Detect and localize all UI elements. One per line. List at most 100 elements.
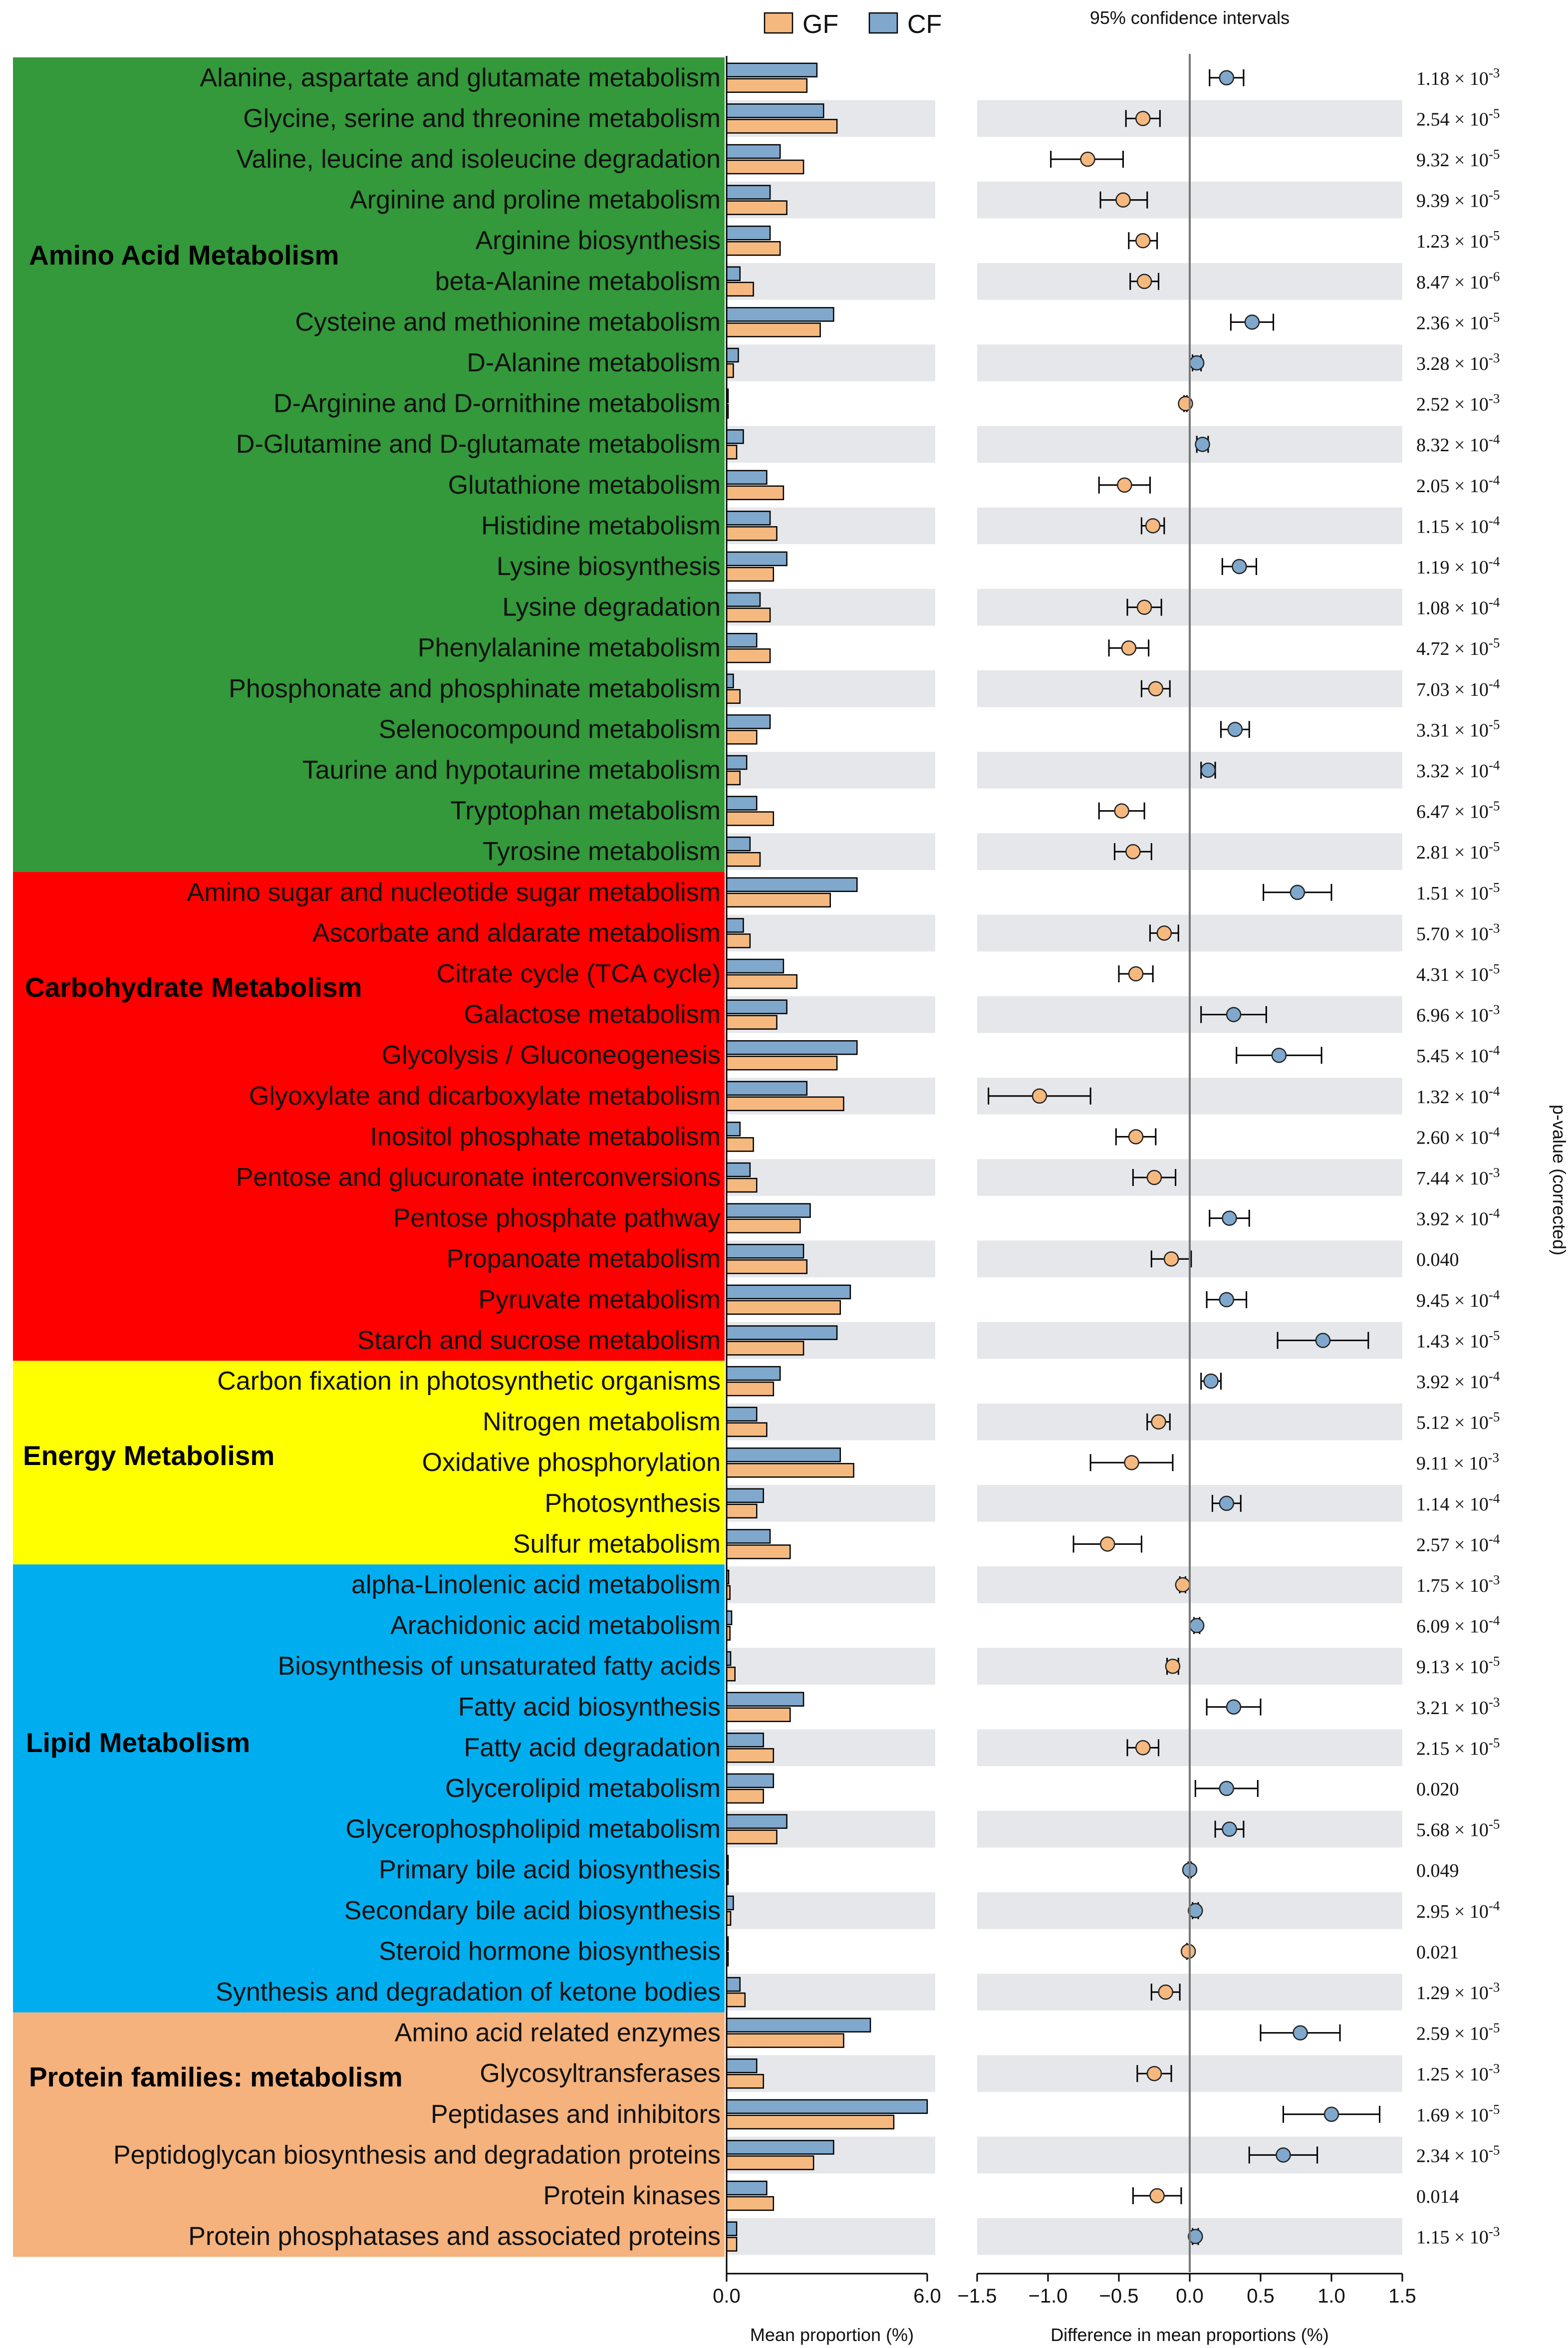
p-value-selenocompound-metabolism: 3.31 × 10-5 (1416, 717, 1500, 741)
bar-cf-nitrogen-metabolism (726, 1407, 758, 1422)
bar-cf-selenocompound-metabolism (726, 714, 771, 729)
ci-point-biosynthesis-of-unsaturated-fatty-acids (1165, 1658, 1181, 1674)
p-value-protein-kinases: 0.014 (1416, 2186, 1459, 2207)
p-value-exponent: -5 (1489, 2102, 1500, 2117)
row-shade-left (727, 670, 935, 707)
bar-gf-pyruvate-metabolism (726, 1300, 841, 1315)
pathway-label-galactose-metabolism: Galactose metabolism (464, 1000, 721, 1029)
ci-point-valine-leucine-and-isoleucine-degradation (1080, 151, 1095, 167)
group-label-protein-families-metabolism: Protein families: metabolism (29, 2061, 403, 2092)
p-value-secondary-bile-acid-biosynthesis: 2.95 × 10-4 (1416, 1898, 1500, 1922)
row-shade-left (727, 1566, 935, 1603)
bar-gf-peptidoglycan-biosynthesis-and-degradation-proteins (726, 2155, 814, 2170)
p-value-exponent: -4 (1489, 1206, 1500, 1221)
bar-cf-alanine-aspartate-and-glutamate-metabolism (726, 62, 818, 78)
pathway-label-glutathione-metabolism: Glutathione metabolism (448, 471, 721, 500)
pathway-label-protein-phosphatases-and-associated-proteins: Protein phosphatases and associated prot… (188, 2222, 721, 2251)
pathway-label-photosynthesis: Photosynthesis (544, 1489, 721, 1518)
bar-gf-pentose-and-glucuronate-interconversions (726, 1177, 758, 1193)
p-value-pentose-and-glucuronate-interconversions: 7.44 × 10-3 (1416, 1165, 1500, 1189)
bar-gf-lysine-degradation (726, 607, 771, 622)
bar-gf-protein-kinases (726, 2196, 775, 2211)
bar-gf-biosynthesis-of-unsaturated-fatty-acids (726, 1666, 736, 1682)
bar-gf-glycine-serine-and-threonine-metabolism (726, 119, 838, 134)
legend-swatch-cf (868, 12, 898, 34)
p-value-amino-acid-related-enzymes: 2.59 × 10-5 (1416, 2021, 1500, 2045)
pathway-label-nitrogen-metabolism: Nitrogen metabolism (483, 1408, 721, 1437)
bar-gf-glycosyltransferases (726, 2073, 764, 2089)
bar-cf-synthesis-and-degradation-of-ketone-bodies (726, 1977, 741, 1992)
bar-cf-arginine-biosynthesis (726, 225, 771, 241)
ci-point-lysine-biosynthesis (1232, 559, 1247, 575)
p-value-exponent: -3 (1489, 920, 1500, 935)
ci-point-glycerophospholipid-metabolism (1222, 1821, 1237, 1837)
pvalue-axis-label: p-value (corrected) (1549, 1105, 1568, 1255)
ci-point-citrate-cycle-tca-cycle (1128, 966, 1144, 982)
group-label-energy-metabolism: Energy Metabolism (23, 1440, 274, 1471)
pathway-label-fatty-acid-degradation: Fatty acid degradation (464, 1733, 721, 1762)
pathway-label-pentose-phosphate-pathway: Pentose phosphate pathway (393, 1204, 721, 1233)
pathway-label-phosphonate-and-phosphinate-metabolism: Phosphonate and phosphinate metabolism (229, 674, 721, 703)
p-value-ascorbate-and-aldarate-metabolism: 5.70 × 10-3 (1416, 920, 1500, 944)
p-value-exponent: -6 (1489, 269, 1500, 284)
pathway-label-pentose-and-glucuronate-interconversions: Pentose and glucuronate interconversions (236, 1163, 721, 1192)
bar-gf-phosphonate-and-phosphinate-metabolism (726, 689, 741, 704)
p-value-glycolysis-gluconeogenesis: 5.45 × 10-4 (1416, 1043, 1500, 1067)
row-shading (727, 100, 1402, 2255)
p-value-steroid-hormone-biosynthesis: 0.021 (1416, 1942, 1459, 1963)
bar-cf-d-alanine-metabolism (726, 347, 739, 363)
bar-cf-tryptophan-metabolism (726, 796, 758, 811)
p-value-exponent: -5 (1489, 1410, 1500, 1425)
p-value-arginine-biosynthesis: 1.23 × 10-5 (1416, 228, 1500, 252)
p-value-exponent: -5 (1489, 799, 1500, 814)
bar-gf-cysteine-and-methionine-metabolism (726, 322, 821, 337)
bar-cf-glycosyltransferases (726, 2058, 758, 2073)
p-value-exponent: -5 (1489, 880, 1500, 895)
p-value-carbon-fixation-in-photosynthetic-organisms: 3.92 × 10-4 (1416, 1369, 1500, 1393)
p-value-exponent: -5 (1489, 635, 1500, 650)
ci-point-peptidoglycan-biosynthesis-and-degradation-proteins (1276, 2147, 1291, 2163)
pathway-label-secondary-bile-acid-biosynthesis: Secondary bile acid biosynthesis (344, 1896, 721, 1925)
right-tick-label: −1.0 (1029, 2285, 1068, 2307)
pathway-label-amino-acid-related-enzymes: Amino acid related enzymes (395, 2019, 721, 2048)
bar-cf-protein-phosphatases-and-associated-proteins (726, 2221, 738, 2236)
bar-gf-lysine-biosynthesis (726, 567, 775, 582)
ci-point-phenylalanine-metabolism (1121, 640, 1137, 656)
p-value-exponent: -3 (1489, 1980, 1500, 1995)
bar-cf-ascorbate-and-aldarate-metabolism (726, 918, 744, 933)
legend-label-gf: GF (802, 10, 838, 39)
pathway-label-arginine-and-proline-metabolism: Arginine and proline metabolism (350, 186, 721, 215)
pathway-label-propanoate-metabolism: Propanoate metabolism (447, 1244, 721, 1273)
p-value-exponent: -4 (1489, 1084, 1500, 1099)
bar-cf-pentose-phosphate-pathway (726, 1203, 811, 1218)
pathway-label-primary-bile-acid-biosynthesis: Primary bile acid biosynthesis (379, 1855, 721, 1884)
p-value-exponent: -5 (1489, 2142, 1500, 2157)
confidence-intervals (988, 69, 1381, 2245)
bar-gf-glycerolipid-metabolism (726, 1788, 764, 1804)
pathway-label-pyruvate-metabolism: Pyruvate metabolism (478, 1285, 721, 1314)
p-value-exponent: -4 (1489, 1613, 1500, 1628)
bar-gf-taurine-and-hypotaurine-metabolism (726, 770, 741, 786)
group-label-carbohydrate-metabolism: Carbohydrate Metabolism (25, 972, 362, 1003)
pathway-label-d-alanine-metabolism: D-Alanine metabolism (467, 348, 721, 377)
bar-cf-galactose-metabolism (726, 999, 787, 1014)
p-value-exponent: -4 (1489, 1369, 1500, 1384)
right-tick-label: 1.5 (1388, 2285, 1416, 2307)
bar-gf-beta-alanine-metabolism (726, 282, 754, 297)
p-value-pyruvate-metabolism: 9.45 × 10-4 (1416, 1287, 1500, 1311)
p-value-glyoxylate-and-dicarboxylate-metabolism: 1.32 × 10-4 (1416, 1084, 1500, 1108)
ci-point-pentose-phosphate-pathway (1222, 1210, 1237, 1226)
right-tick-label: 0.5 (1247, 2285, 1275, 2307)
ci-point-d-alanine-metabolism (1189, 355, 1205, 371)
pathway-label-glycolysis-gluconeogenesis: Glycolysis / Gluconeogenesis (382, 1041, 721, 1070)
bar-cf-histidine-metabolism (726, 511, 771, 526)
bar-cf-amino-sugar-and-nucleotide-sugar-metabolism (726, 877, 858, 892)
p-value-pentose-phosphate-pathway: 3.92 × 10-4 (1416, 1206, 1500, 1230)
p-value-lysine-degradation: 1.08 × 10-4 (1416, 595, 1500, 619)
group-panel-protein-families-metabolism (13, 2012, 725, 2257)
bar-gf-fatty-acid-biosynthesis (726, 1707, 791, 1723)
pathway-label-protein-kinases: Protein kinases (543, 2181, 721, 2210)
bar-cf-lysine-biosynthesis (726, 551, 787, 567)
pathway-label-glycine-serine-and-threonine-metabolism: Glycine, serine and threonine metabolism (243, 104, 721, 133)
